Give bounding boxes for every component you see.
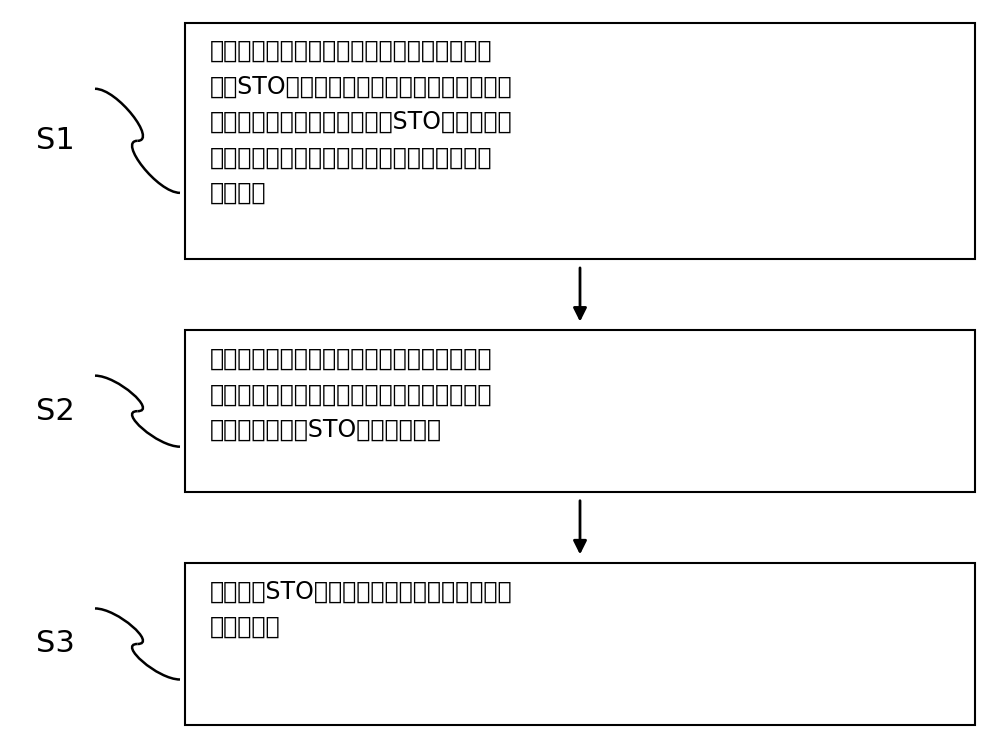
Text: 将得到的STO晶界层电容器进行绝缘电阻及介
电参数测量: 将得到的STO晶界层电容器进行绝缘电阻及介 电参数测量 [210, 580, 513, 639]
Bar [185, 23, 975, 259]
Text: 将得到的可测试介电性能的大瓷片进行电、热
处理，将处理后可测试介电性能的大瓷片进行
切片处理，得到STO晶界层电容器: 将得到的可测试介电性能的大瓷片进行电、热 处理，将处理后可测试介电性能的大瓷片进… [210, 347, 492, 442]
Text: S3: S3 [36, 629, 74, 659]
Bar [185, 563, 975, 725]
Bar [185, 330, 975, 492]
Text: S2: S2 [36, 397, 74, 426]
Text: S1: S1 [36, 126, 74, 155]
Text: 运用流延法制备基片生坯，将基片生坯半导化
得到STO基片，选取多种成分的金属与非金属
氧化物的混合物作为氧化剂对STO基片进行绝
缘化以及印刷电极，制备得到可测: 运用流延法制备基片生坯，将基片生坯半导化 得到STO基片，选取多种成分的金属与非… [210, 39, 513, 205]
